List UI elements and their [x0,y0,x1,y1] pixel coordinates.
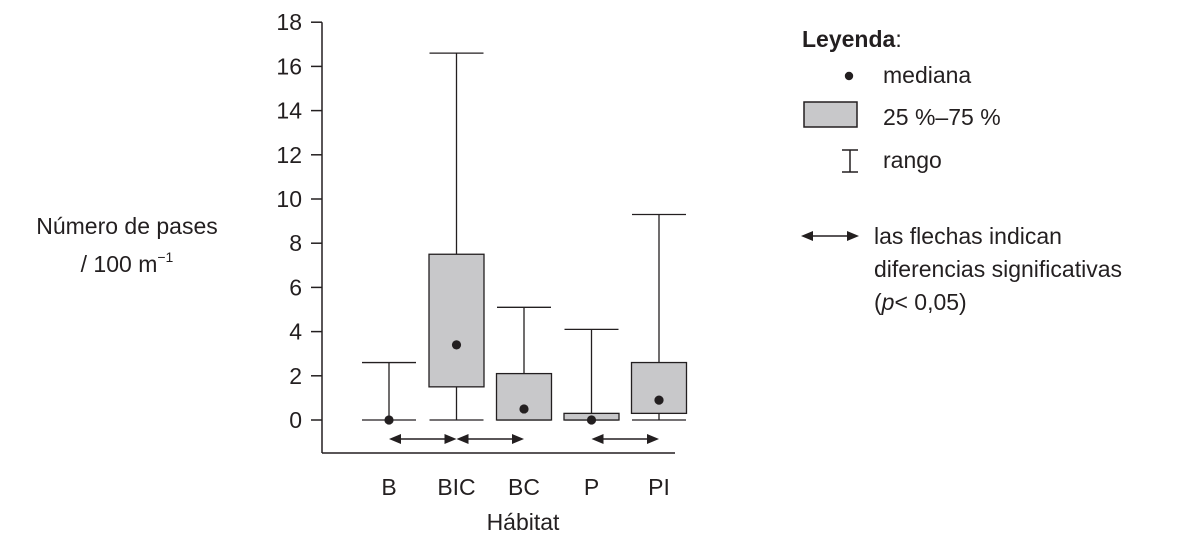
y-axis-label-line2: / 100 m−1 [81,249,174,277]
median-dot [384,415,394,425]
y-tick-label: 16 [276,53,302,79]
legend-range-label: rango [883,147,942,173]
arrow-b-bic [389,434,457,444]
arrow-p-pi [591,434,659,444]
arrow-head-right [444,434,457,444]
y-tick-label: 8 [289,230,302,256]
x-tick-label: PI [648,474,670,500]
legend-arrow-label-line2: diferencias significativas [874,256,1122,282]
y-axis-unit: / 100 m [81,251,158,277]
x-tick-label: B [381,474,396,500]
x-tick-label: P [584,474,599,500]
arrow-head-left [456,434,469,444]
legend-median-label: mediana [883,62,971,88]
y-tick-label: 4 [289,319,302,345]
legend-title: Leyenda: [802,26,902,52]
y-tick-label: 6 [289,274,302,300]
legend: Leyenda: mediana 25 %–75 % rango las fle… [801,26,1122,315]
arrow-head-left [591,434,604,444]
arrow-head-right [647,434,659,444]
y-axis-unit-exponent: −1 [157,249,173,265]
median-dot [519,404,529,414]
legend-p-open-paren: ( [874,289,882,315]
y-tick-label: 2 [289,363,302,389]
box-pi [630,213,688,421]
arrow-head-right [512,434,524,444]
legend-p-threshold: < 0,05) [894,289,966,315]
x-tick-label: BIC [437,474,475,500]
median-dot [654,395,664,405]
box-p [563,328,620,425]
median-dot [586,415,597,425]
y-axis-label-line1: Número de pases [36,213,218,239]
legend-p-symbol: p [881,289,895,315]
y-tick-label: 12 [276,142,302,168]
iqr-box [630,361,688,415]
legend-range-icon [842,149,858,173]
x-axis-label: Hábitat [487,509,560,535]
y-tick-label: 0 [289,407,302,433]
iqr-box [428,253,485,388]
box-bic [428,52,485,421]
legend-median-marker [844,71,854,81]
legend-title-colon: : [895,26,901,52]
boxes-layer [362,52,688,425]
legend-box-swatch [803,101,858,128]
box-bc [495,306,553,421]
y-tick-label: 14 [276,98,302,124]
significance-arrows [389,434,659,444]
axes: 0 2 4 6 8 10 12 14 16 18 B BIC BC P PI [276,9,675,500]
legend-arrow-label-line3: (p< 0,05) [874,289,967,315]
legend-arrow-icon [801,231,859,241]
box-b [362,361,416,425]
legend-title-text: Leyenda [802,26,896,52]
y-tick-label: 10 [276,186,302,212]
legend-arrow-label-line1: las flechas indican [874,223,1062,249]
arrow-head-left [389,434,401,444]
median-dot [451,340,462,350]
legend-box-label: 25 %–75 % [883,104,1001,130]
arrow-bic-bc [456,434,524,444]
y-tick-label: 18 [276,9,302,35]
x-tick-label: BC [508,474,540,500]
